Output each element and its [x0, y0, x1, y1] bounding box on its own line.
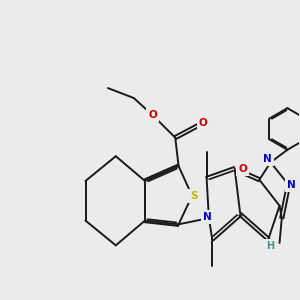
Text: O: O: [238, 164, 247, 174]
Text: N: N: [263, 154, 272, 164]
Text: S: S: [190, 191, 197, 201]
Text: H: H: [266, 241, 274, 251]
Text: O: O: [148, 110, 157, 120]
Text: N: N: [203, 212, 212, 222]
Text: O: O: [199, 118, 208, 128]
Text: N: N: [287, 180, 296, 190]
